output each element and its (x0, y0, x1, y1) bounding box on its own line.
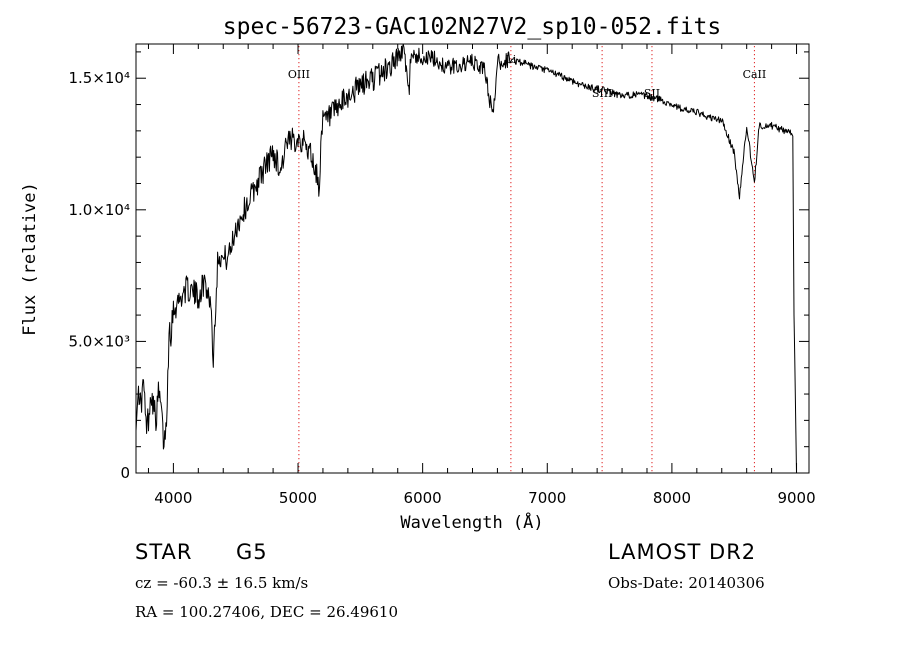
chart-title: spec-56723-GAC102N27V2_sp10-052.fits (223, 14, 722, 40)
coordinates: RA = 100.27406, DEC = 26.49610 (135, 603, 399, 621)
spectrum-series (135, 43, 797, 474)
object-class: STAR (135, 540, 193, 564)
line-label-li: Li (505, 53, 516, 66)
spectrum-line (135, 43, 797, 474)
line-label-oiii: OIII (288, 68, 310, 81)
axis-ticks: 4000 5000 6000 7000 8000 9000 0 5.0×10³ 1.0×10⁴ 1… (68, 44, 816, 507)
x-tick-label: 5000 (279, 489, 317, 507)
x-tick-label: 7000 (528, 489, 566, 507)
survey-name: LAMOST DR2 (608, 540, 757, 564)
x-tick-label: 9000 (777, 489, 815, 507)
object-subclass: G5 (236, 540, 268, 564)
y-tick-label: 1.0×10⁴ (68, 201, 130, 219)
line-label-caii: CaII (743, 68, 767, 81)
y-tick-label: 0 (120, 464, 130, 482)
redshift-info: cz = -60.3 ± 16.5 km/s (135, 574, 309, 592)
y-axis-label: Flux (relative) (20, 182, 40, 336)
y-tick-label: 5.0×10³ (68, 332, 130, 350)
observation-date: Obs-Date: 20140306 (608, 574, 765, 592)
x-axis-label: Wavelength (Å) (400, 511, 543, 533)
x-tick-label: 4000 (154, 489, 192, 507)
plot-frame (135, 43, 810, 474)
x-tick-label: 8000 (653, 489, 691, 507)
x-tick-label: 6000 (404, 489, 442, 507)
y-tick-label: 1.5×10⁴ (68, 69, 130, 87)
